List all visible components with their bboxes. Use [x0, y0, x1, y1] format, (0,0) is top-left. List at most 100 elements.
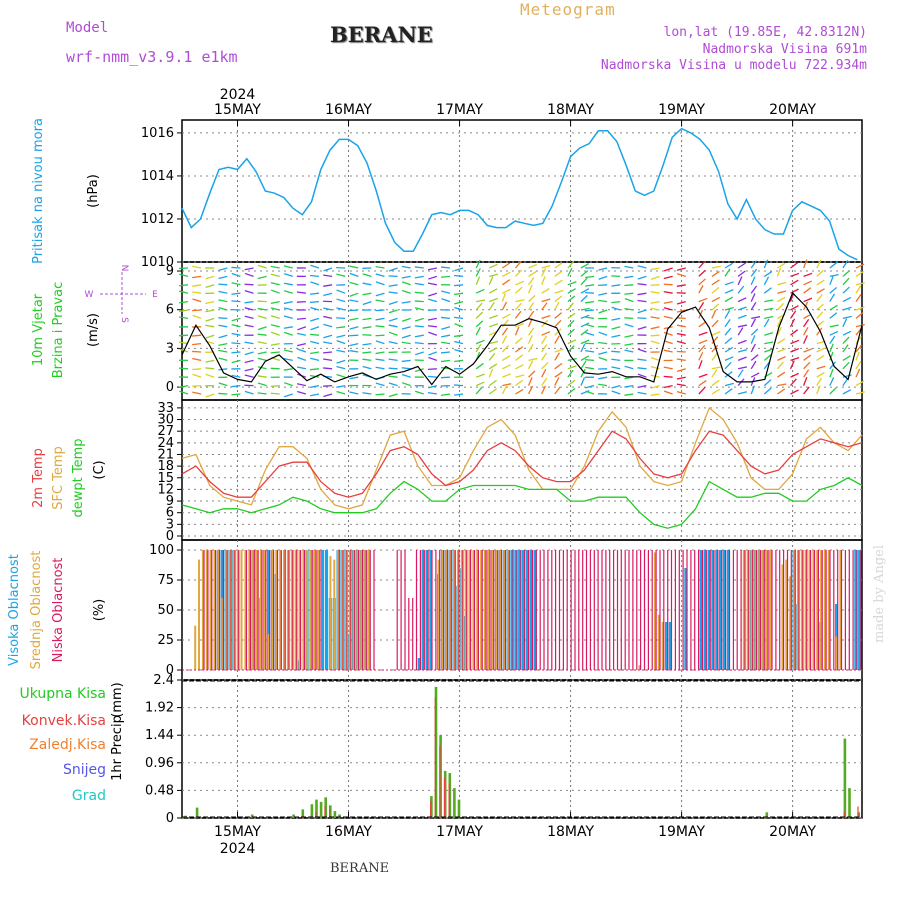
wind-barb [454, 292, 464, 296]
mid-cloud-bar [472, 550, 475, 670]
low-cloud-bar [245, 550, 248, 670]
wind-barb [323, 393, 333, 398]
wind-barb [842, 315, 852, 320]
wind-barb [310, 374, 320, 378]
wind-barb [297, 356, 307, 362]
wind-barb [401, 373, 411, 378]
wind-barb [231, 292, 241, 295]
wind-barb [349, 309, 359, 312]
wind-barb [270, 351, 280, 354]
wind-barb [296, 366, 307, 370]
wind-barb [218, 349, 228, 353]
wind-barb [475, 362, 484, 370]
wind-barb [388, 267, 398, 272]
wind-barb [790, 288, 799, 294]
wind-barb [698, 321, 707, 328]
wind-barb [737, 314, 747, 320]
wind-barb [624, 297, 634, 303]
wind-barb [842, 374, 852, 378]
wind-barb [231, 393, 241, 396]
temp2m-ylabel: 2m Temp [31, 448, 46, 508]
wind-barb [257, 307, 267, 311]
high-cloud-bar [711, 550, 715, 670]
wind-barb [270, 273, 280, 278]
wind-barb [724, 296, 734, 303]
precip-conv-bar [448, 783, 450, 818]
high-cloud-bar [518, 550, 522, 670]
wind-barb [310, 317, 320, 322]
wind-barb [178, 284, 189, 287]
low-cloud-bar [249, 550, 251, 670]
y-tick-label: 1016 [141, 126, 174, 141]
wind-barb [842, 355, 851, 361]
wind-barb [650, 365, 660, 370]
low-cloud-bar [728, 550, 731, 670]
wind-barb [637, 299, 647, 303]
mid-cloud-bar [835, 636, 838, 670]
wind-barb [244, 267, 254, 271]
low-cloud-bar [605, 550, 607, 670]
wind-barb [454, 340, 464, 345]
mid-cloud-bar [456, 550, 459, 670]
wind-barb [527, 335, 533, 344]
wind-barb [611, 366, 621, 370]
low-cloud-bar [218, 550, 221, 670]
top-date-label: 18MAY [547, 102, 594, 118]
mid-cloud-bar [468, 550, 471, 670]
wind-barb [414, 334, 424, 338]
wind-barb [231, 332, 241, 336]
wind-barb [309, 333, 320, 336]
precip-total-bar [765, 812, 769, 819]
low-cloud-bar [215, 550, 217, 670]
wind-barb [790, 372, 799, 378]
wind-barb [737, 306, 747, 311]
wind-barb [842, 330, 852, 336]
wind-barb [401, 317, 411, 322]
low-cloud-bar [837, 550, 839, 670]
y-tick-label: 100 [149, 543, 174, 558]
wind-barb [323, 351, 333, 354]
wind-barb [698, 339, 708, 345]
wind-barb [414, 341, 424, 345]
wind-barb [580, 368, 586, 378]
wind-barb [475, 276, 481, 286]
wind-barb [624, 317, 634, 320]
wind-barb [842, 377, 849, 386]
y-tick-label: 1.92 [145, 701, 174, 716]
wind-barb [323, 323, 333, 328]
wind-barb [257, 315, 267, 320]
y-tick-label: 1014 [141, 169, 174, 184]
wind-barb [777, 388, 786, 395]
wind-barb [527, 385, 534, 395]
precip-legend-label: Zaledj.Kisa [29, 737, 106, 753]
mid-cloud-bar [796, 550, 799, 670]
wind-barb [750, 354, 759, 361]
wind-barb [284, 382, 293, 387]
mid-cloud-bar [228, 550, 231, 670]
wind-barb [192, 342, 202, 346]
wind-barb [802, 259, 808, 269]
wind-barb [502, 355, 511, 361]
wind-barb [567, 260, 575, 269]
mid-cloud-bar [499, 550, 502, 670]
wind-barb [515, 364, 524, 370]
wind-barb [514, 269, 523, 277]
y-tick-label: 0 [166, 663, 174, 678]
wind-barb [763, 354, 772, 361]
wind-barb [750, 260, 758, 269]
low-cloud-bar [620, 550, 622, 670]
wind-barb [388, 358, 398, 362]
wind-barb [179, 273, 189, 278]
mid-cloud-bar [256, 550, 258, 670]
low-cloud-bar [555, 550, 557, 670]
wind-barb [270, 307, 280, 311]
wind-barb [388, 275, 398, 278]
low-cloud-bar [365, 550, 367, 670]
y-tick-label: 0.48 [145, 783, 174, 798]
wind-barb [637, 275, 647, 280]
wind-barb [585, 300, 595, 304]
wind-barb [440, 359, 451, 363]
wind-barb [855, 323, 865, 328]
wind-unit: (m/s) [86, 313, 101, 347]
low-cloud-bar [632, 550, 634, 670]
